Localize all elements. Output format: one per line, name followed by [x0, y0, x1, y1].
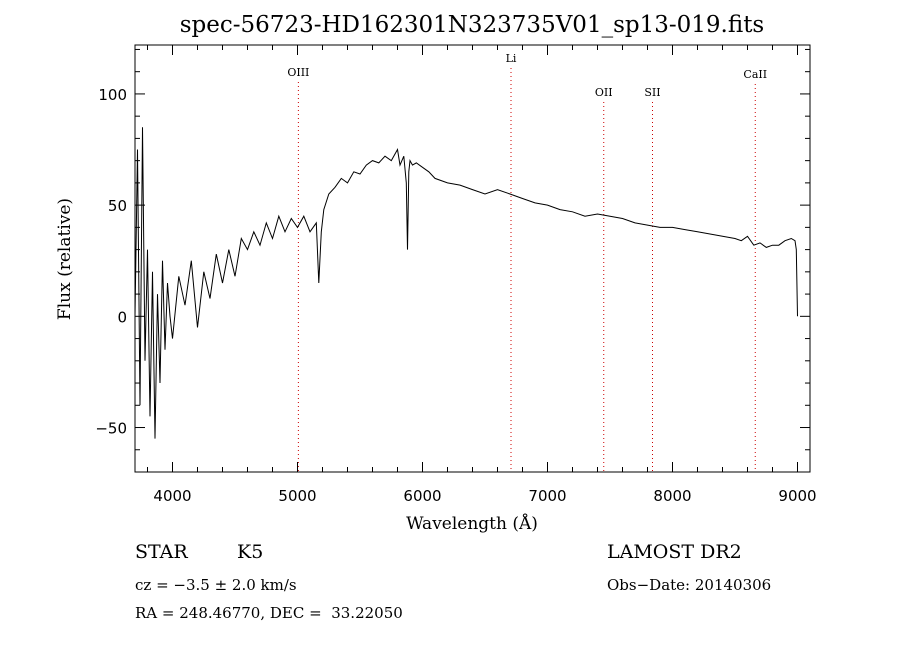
y-tick-label: 0 [117, 308, 127, 326]
x-tick-label: 9000 [778, 487, 816, 505]
annotation-label: OII [595, 86, 613, 99]
y-axis-label: Flux (relative) [55, 198, 75, 320]
x-tick-label: 8000 [653, 487, 691, 505]
annotation-label: CaII [743, 68, 767, 81]
annotation-label: Li [506, 52, 517, 65]
annotation-label: OIII [287, 66, 309, 79]
chart-title: spec-56723-HD162301N323735V01_sp13-019.f… [180, 12, 765, 38]
x-axis-label: Wavelength (Å) [406, 513, 538, 534]
line-annotations: OIII Li OII SII CaII [287, 52, 767, 472]
coordinates-text: RA = 248.46770, DEC = 33.22050 [135, 604, 403, 622]
plot-frame [134, 44, 811, 473]
y-tick-label: 50 [108, 197, 127, 215]
x-tick-label: 4000 [153, 487, 191, 505]
object-subclass: K5 [237, 541, 264, 563]
redshift-text: cz = −3.5 ± 2.0 km/s [135, 576, 297, 594]
spectrum-line [134, 127, 798, 439]
axis-ticks: 4000 5000 6000 7000 8000 9000 −50 0 50 100 [95, 45, 817, 505]
survey-name: LAMOST DR2 [607, 541, 742, 563]
x-tick-label: 6000 [403, 487, 441, 505]
x-tick-label: 7000 [528, 487, 566, 505]
y-tick-label: 100 [98, 86, 127, 104]
annotation-label: SII [644, 86, 660, 99]
observation-date: Obs−Date: 20140306 [607, 576, 772, 594]
y-tick-label: −50 [95, 420, 127, 438]
x-tick-label: 5000 [278, 487, 316, 505]
object-class: STAR [135, 541, 188, 563]
